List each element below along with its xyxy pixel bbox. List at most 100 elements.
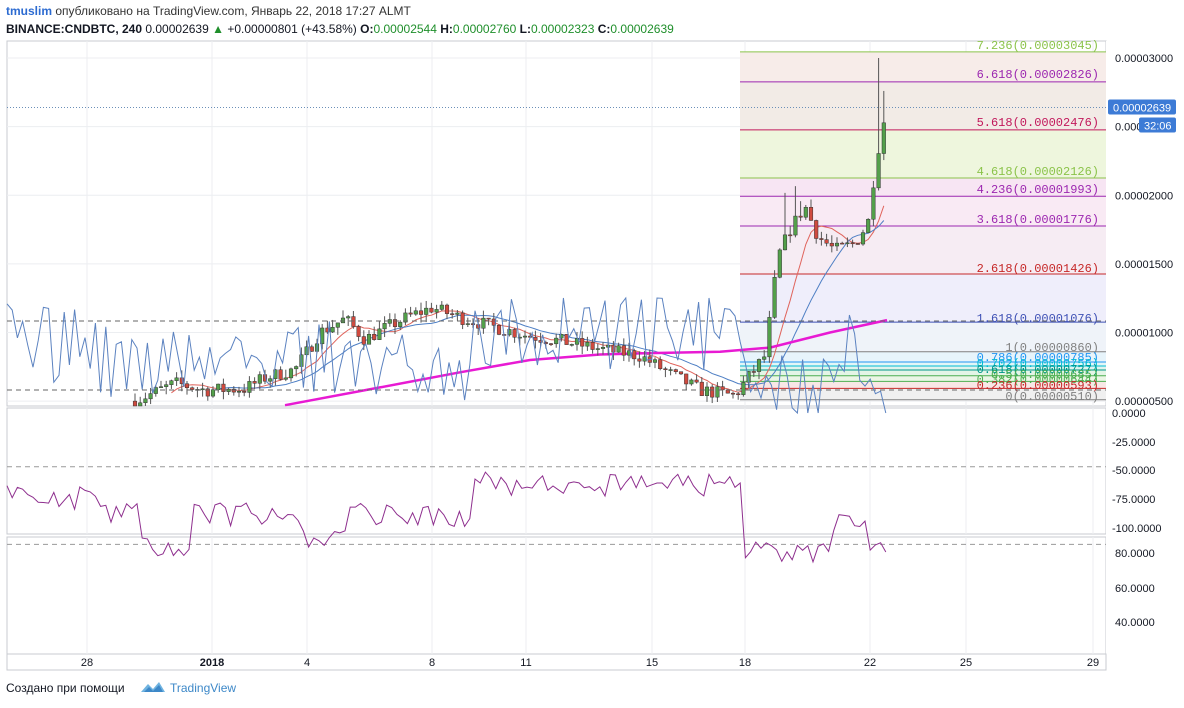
candle-body[interactable]	[678, 371, 684, 375]
candle-body[interactable]	[736, 393, 741, 396]
candle-body[interactable]	[221, 383, 226, 392]
candle-body[interactable]	[767, 317, 772, 358]
candle-body[interactable]	[580, 338, 585, 347]
candle-body[interactable]	[590, 341, 595, 350]
username[interactable]: tmuslim	[6, 4, 53, 18]
candle-body[interactable]	[689, 379, 694, 385]
candle-body[interactable]	[663, 368, 668, 371]
candle-body[interactable]	[512, 329, 517, 338]
candle-body[interactable]	[600, 346, 606, 349]
candle-body[interactable]	[444, 304, 450, 314]
candle-body[interactable]	[684, 373, 689, 385]
candle-body[interactable]	[829, 242, 834, 247]
candle-body[interactable]	[283, 377, 288, 380]
candle-body[interactable]	[158, 386, 164, 388]
candle-body[interactable]	[788, 234, 793, 237]
candle-body[interactable]	[190, 387, 195, 390]
candle-body[interactable]	[465, 323, 470, 325]
candle-body[interactable]	[517, 336, 522, 339]
candle-body[interactable]	[803, 207, 808, 218]
tradingview-brand[interactable]: TradingView	[170, 681, 237, 695]
candle-body[interactable]	[777, 249, 782, 278]
candle-body[interactable]	[548, 343, 554, 345]
candle-body[interactable]	[164, 384, 169, 387]
candle-body[interactable]	[621, 345, 626, 356]
candle-body[interactable]	[169, 380, 174, 385]
candle-body[interactable]	[866, 218, 871, 233]
candle-body[interactable]	[210, 389, 216, 397]
candle-body[interactable]	[174, 377, 179, 381]
candle-body[interactable]	[309, 346, 314, 352]
candle-body[interactable]	[533, 337, 538, 341]
candle-body[interactable]	[132, 400, 138, 407]
candle-body[interactable]	[855, 243, 860, 245]
candle-body[interactable]	[637, 358, 642, 362]
candle-body[interactable]	[372, 333, 377, 340]
candle-body[interactable]	[840, 242, 845, 245]
candle-body[interactable]	[408, 312, 413, 315]
candle-body[interactable]	[236, 391, 242, 393]
candle-body[interactable]	[507, 329, 512, 336]
candle-body[interactable]	[881, 122, 886, 154]
candle-body[interactable]	[247, 381, 252, 393]
candle-body[interactable]	[481, 317, 486, 329]
tradingview-logo-icon[interactable]	[140, 679, 166, 695]
candle-body[interactable]	[824, 239, 829, 244]
candle-body[interactable]	[741, 382, 746, 395]
candle-body[interactable]	[704, 386, 710, 396]
candle-body[interactable]	[564, 333, 569, 345]
candle-body[interactable]	[148, 393, 153, 400]
candle-body[interactable]	[751, 371, 756, 373]
candle-body[interactable]	[231, 388, 236, 393]
candle-body[interactable]	[351, 316, 356, 327]
candle-body[interactable]	[356, 326, 361, 337]
candle-body[interactable]	[876, 153, 881, 189]
candle-body[interactable]	[424, 307, 429, 315]
candle-body[interactable]	[642, 356, 647, 362]
candle-body[interactable]	[361, 336, 366, 345]
candle-body[interactable]	[782, 234, 788, 251]
candle-body[interactable]	[543, 342, 548, 344]
candle-body[interactable]	[382, 323, 387, 330]
candle-body[interactable]	[340, 317, 346, 324]
candle-body[interactable]	[450, 313, 455, 315]
candle-body[interactable]	[138, 402, 143, 407]
candle-body[interactable]	[595, 348, 600, 350]
candle-body[interactable]	[772, 277, 777, 318]
candle-body[interactable]	[377, 328, 382, 340]
candle-body[interactable]	[330, 327, 335, 333]
candle-body[interactable]	[268, 378, 273, 382]
candle-body[interactable]	[694, 379, 699, 383]
candle-body[interactable]	[200, 388, 205, 391]
candle-body[interactable]	[793, 215, 798, 236]
candle-body[interactable]	[335, 322, 340, 328]
candle-body[interactable]	[819, 238, 824, 240]
candle-body[interactable]	[278, 369, 283, 380]
candle-body[interactable]	[418, 310, 424, 315]
candle-body[interactable]	[257, 374, 262, 384]
candle-body[interactable]	[554, 337, 559, 345]
candle-body[interactable]	[538, 340, 543, 343]
candle-body[interactable]	[403, 312, 408, 323]
candle-body[interactable]	[632, 350, 637, 360]
candle-body[interactable]	[455, 312, 460, 315]
candle-body[interactable]	[871, 187, 876, 220]
candle-body[interactable]	[834, 242, 840, 247]
candle-body[interactable]	[699, 381, 704, 396]
candle-body[interactable]	[762, 356, 767, 360]
candle-body[interactable]	[413, 310, 418, 315]
candle-body[interactable]	[585, 341, 590, 347]
candle-body[interactable]	[845, 242, 850, 245]
candle-body[interactable]	[814, 220, 819, 239]
candle-body[interactable]	[366, 333, 372, 345]
candle-body[interactable]	[346, 316, 351, 319]
candle-body[interactable]	[398, 321, 403, 327]
candle-body[interactable]	[439, 304, 444, 310]
candle-body[interactable]	[184, 383, 190, 389]
candle-body[interactable]	[569, 344, 574, 346]
candle-body[interactable]	[470, 323, 476, 325]
candle-body[interactable]	[658, 359, 663, 370]
symbol-label[interactable]: BINANCE:CNDBTC, 240	[6, 22, 143, 36]
candle-body[interactable]	[850, 242, 855, 245]
